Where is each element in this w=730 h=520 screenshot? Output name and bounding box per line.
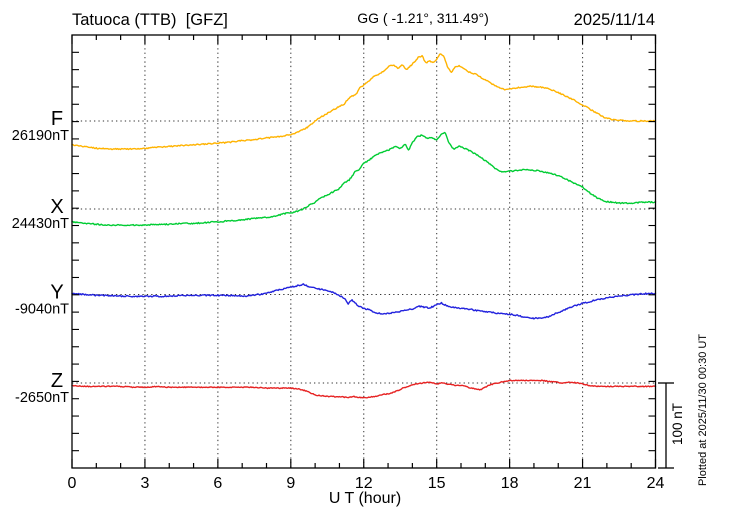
x-tick-label-15: 15 (428, 475, 446, 492)
channel-base-value-F: 26190nT (12, 128, 69, 144)
trace-F (71, 53, 657, 151)
channel-letter-F: F (51, 108, 63, 130)
x-tick-label-6: 6 (213, 475, 222, 492)
plotted-at-note: Plotted at 2025/11/30 00:30 UT (697, 334, 709, 486)
x-tick-label-9: 9 (286, 475, 295, 492)
trace-X (71, 131, 657, 227)
x-tick-label-0: 0 (68, 475, 77, 492)
channel-letter-Z: Z (51, 370, 63, 392)
channel-letter-X: X (50, 196, 63, 218)
channel-base-value-Z: -2650nT (15, 390, 69, 406)
plot-border (71, 34, 657, 469)
curve-layer (71, 53, 657, 399)
x-tick-label-24: 24 (647, 475, 665, 492)
trace-Z (71, 379, 657, 399)
x-tick-label-21: 21 (574, 475, 592, 492)
channel-base-value-Y: -9040nT (15, 302, 69, 318)
plot-date: 2025/11/14 (574, 11, 655, 29)
hour-label-layer: 0 3 6 9 12 15 18 21 24 (68, 475, 665, 492)
x-tick-label-18: 18 (501, 475, 519, 492)
channel-letter-Y: Y (50, 282, 63, 304)
x-tick-label-3: 3 (140, 475, 149, 492)
x-tick-label-12: 12 (355, 475, 373, 492)
x-axis-label: U T (hour) (329, 490, 401, 507)
scale-bar: 100 nT (658, 382, 685, 469)
geographic-coordinates: GG ( -1.21°, 311.49°) (357, 10, 489, 26)
grid-layer (72, 35, 656, 468)
trace-Y (71, 283, 657, 320)
scale-bar-label: 100 nT (670, 403, 685, 445)
channel-base-value-X: 24430nT (12, 216, 69, 232)
station-title: Tatuoca (TTB) [GFZ] (72, 11, 228, 29)
